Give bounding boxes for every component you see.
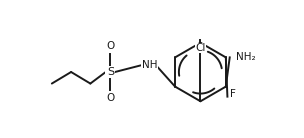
Text: O: O xyxy=(106,41,115,51)
Text: O: O xyxy=(106,93,115,103)
Text: NH: NH xyxy=(142,60,157,70)
Text: S: S xyxy=(107,67,114,77)
Text: F: F xyxy=(230,89,236,99)
Text: Cl: Cl xyxy=(195,43,206,53)
Text: NH₂: NH₂ xyxy=(236,52,255,62)
